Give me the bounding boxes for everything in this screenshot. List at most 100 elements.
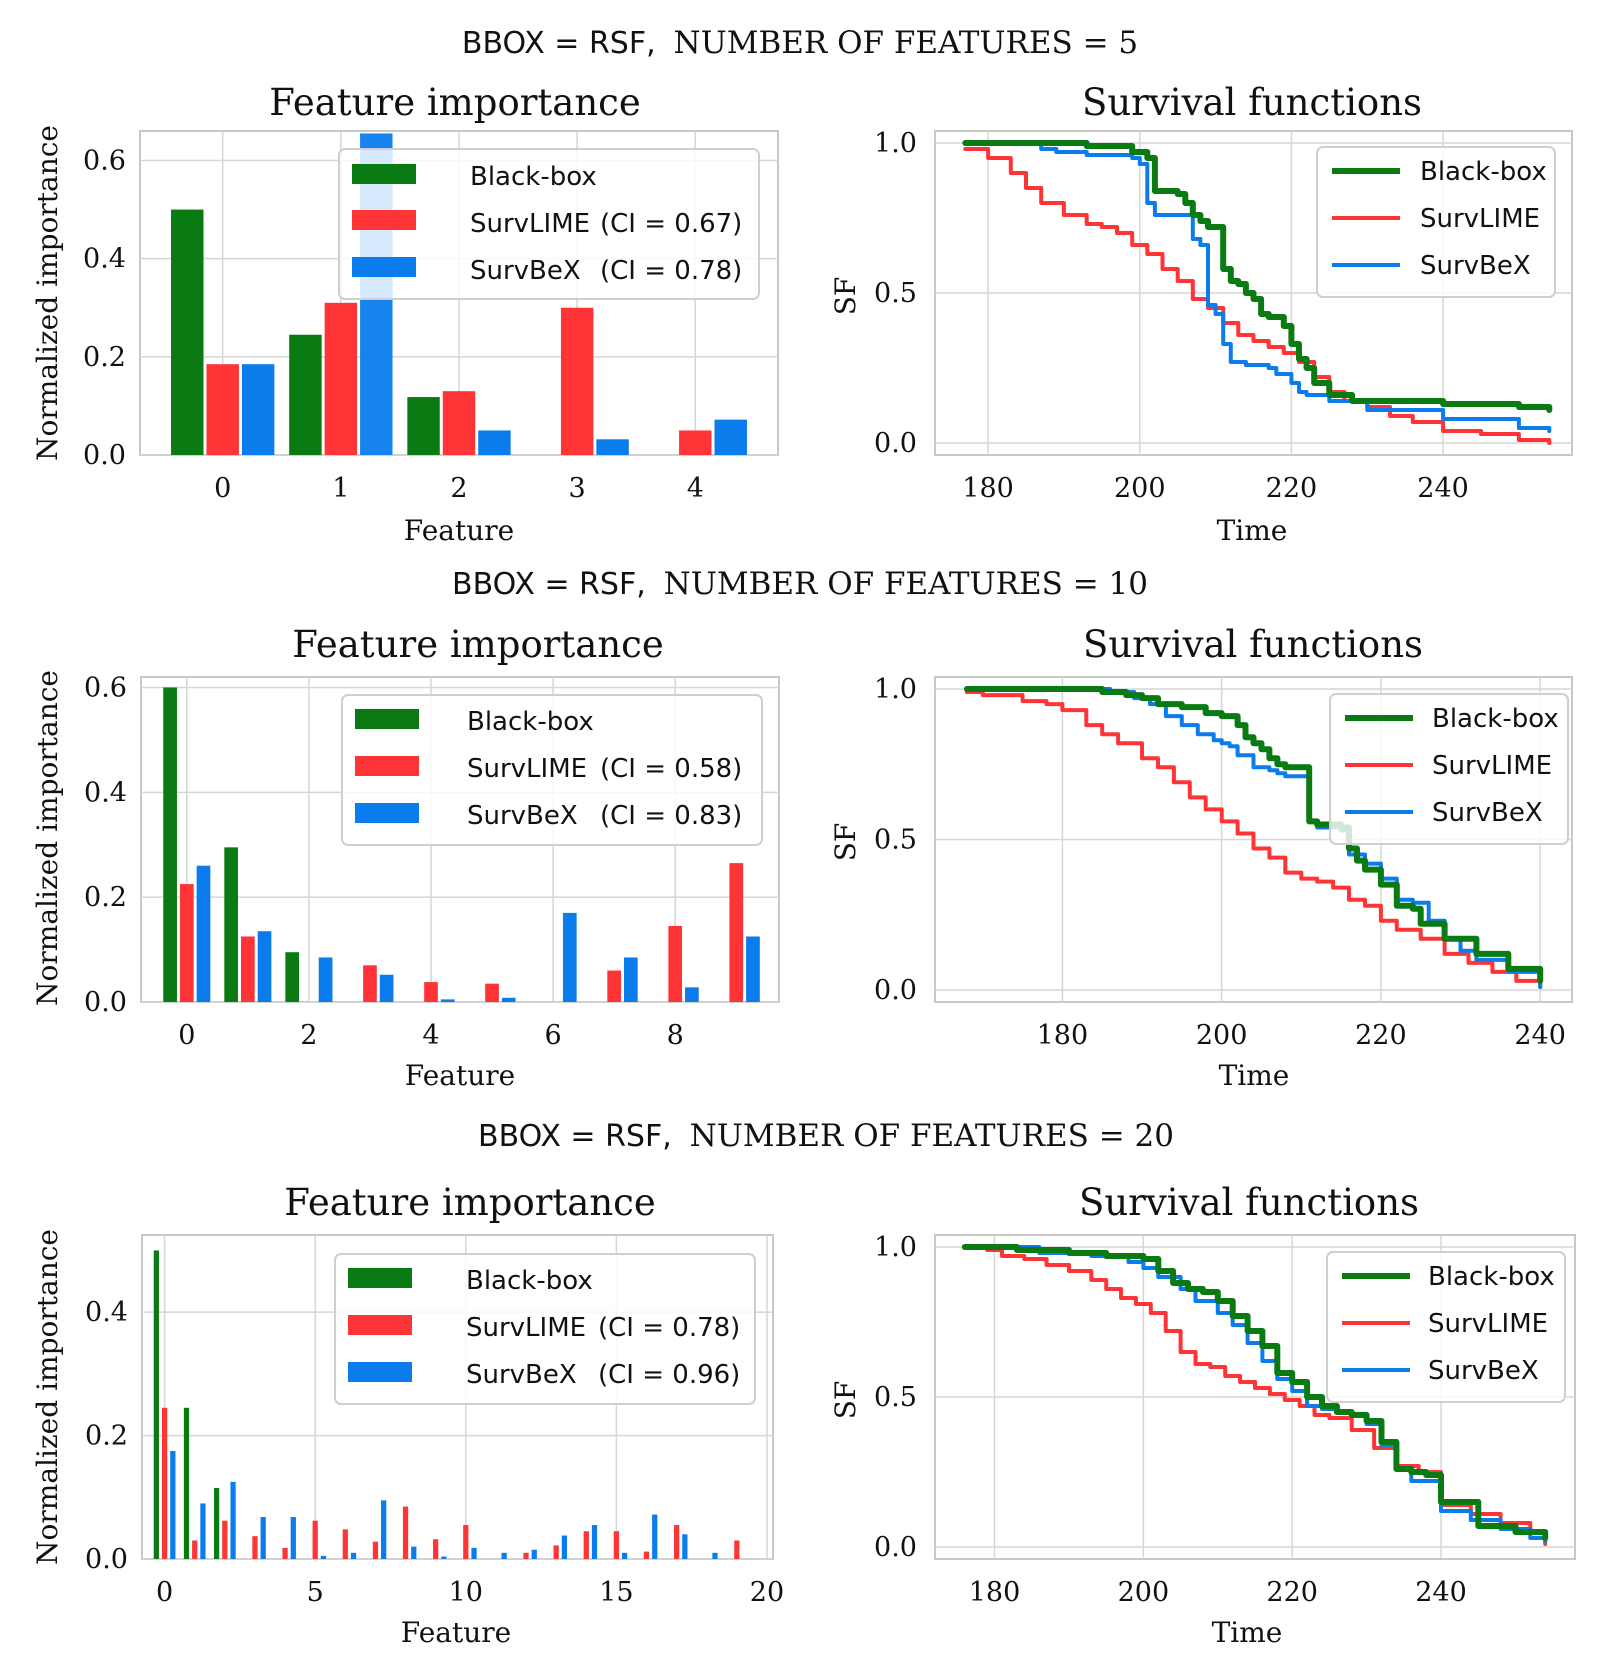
- bar-survlime-feature-8: [668, 925, 683, 1002]
- bar-survbex-feature-1: [257, 931, 272, 1002]
- importance-title-2: Feature importance: [292, 623, 664, 666]
- bar-survbex-feature-11: [501, 1552, 507, 1559]
- survival-legend-3: Black-box SurvLIME SurvBeX: [1326, 1251, 1566, 1403]
- importance-ytick-label: 0.6: [83, 145, 126, 176]
- importance-legend-2: Black-box SurvLIME (CI = 0.58) SurvBeX (…: [341, 694, 763, 846]
- survival-yticks-3: 0.0 0.5 1.0: [874, 1232, 917, 1563]
- row-2-title: BBOX = RSF, NUMBER OF FEATURES = 10: [452, 566, 1148, 602]
- survival-xtick-label: 200: [1114, 473, 1166, 504]
- legend-swatch-survbex: [352, 257, 416, 277]
- bar-survbex-feature-6: [350, 1552, 357, 1559]
- importance-title-1: Feature importance: [269, 81, 641, 124]
- importance-xticks-2: 0 2 4 6 8: [178, 1020, 684, 1051]
- legend-label-survlime: SurvLIME: [466, 1313, 586, 1343]
- importance-bars-3: [153, 1250, 740, 1559]
- survival-xticks-2: 180 200 220 240: [1037, 1020, 1566, 1051]
- survival-title-1: Survival functions: [1082, 81, 1422, 124]
- bar-survbex-feature-7: [381, 1500, 387, 1559]
- survival-ytick-label: 1.0: [874, 128, 917, 159]
- importance-ytick-label: 0.2: [83, 342, 126, 373]
- bar-survbex-feature-2: [478, 430, 511, 455]
- survival-xtick-label: 220: [1266, 1577, 1318, 1608]
- legend-label-black-box: Black-box: [1428, 1262, 1555, 1292]
- bar-survbex-feature-3: [260, 1517, 266, 1559]
- survival-lines-1: [962, 140, 1553, 445]
- importance-xtick-label: 0: [178, 1020, 195, 1051]
- survival-legend-1: Black-box SurvLIME SurvBeX: [1316, 146, 1556, 298]
- importance-ylabel-3: Normalized importance: [31, 1229, 64, 1565]
- bar-survbex-feature-3: [596, 439, 629, 455]
- bar-survbex-feature-4: [714, 419, 747, 455]
- bar-survbex-feature-1: [200, 1503, 206, 1559]
- legend-label-black-box: Black-box: [470, 162, 597, 192]
- survival-xtick-label: 240: [1514, 1020, 1566, 1051]
- bar-black-box-feature-2: [407, 397, 440, 455]
- bar-survlime-feature-0: [179, 884, 194, 1002]
- bar-survlime-feature-4: [679, 430, 712, 455]
- legend-label-black-box: Black-box: [1432, 704, 1559, 734]
- survival-title-2: Survival functions: [1083, 623, 1423, 666]
- importance-ytick-label: 0.2: [84, 882, 127, 913]
- bar-survlime-feature-2: [442, 391, 476, 455]
- bar-survbex-feature-12: [531, 1549, 537, 1559]
- bar-black-box-feature-0: [153, 1250, 159, 1559]
- importance-yticks-2: 0.0 0.2 0.4 0.6: [84, 672, 127, 1018]
- importance-xtick-label: 15: [599, 1577, 633, 1608]
- legend-label-black-box: Black-box: [466, 1266, 593, 1296]
- bar-black-box-feature-1: [289, 334, 322, 455]
- importance-legend-3: Black-box SurvLIME (CI = 0.78) SurvBeX (…: [334, 1253, 756, 1405]
- legend-swatch-survlime: [355, 756, 419, 776]
- bar-survlime-feature-1: [240, 936, 255, 1002]
- survival-ytick-label: 0.0: [874, 1532, 917, 1563]
- bar-survbex-feature-9: [746, 936, 760, 1002]
- bar-survlime-feature-0: [161, 1407, 168, 1559]
- bar-survlime-feature-6: [342, 1529, 348, 1559]
- importance-ytick-label: 0.4: [83, 244, 126, 275]
- legend-ci-survbex: (CI = 0.78): [600, 256, 742, 286]
- importance-xtick-label: 6: [545, 1020, 562, 1051]
- survival-legend-2: Black-box SurvLIME SurvBeX: [1329, 693, 1569, 845]
- bar-survlime-feature-9: [729, 863, 744, 1002]
- survival-legend-box-2: [1329, 693, 1569, 845]
- importance-xlabel-3: Feature: [401, 1616, 511, 1649]
- row-2: BBOX = RSF, NUMBER OF FEATURES = 10 Feat…: [31, 566, 1573, 1092]
- bar-survlime-feature-3: [363, 965, 377, 1002]
- survival-line-black-box: [961, 1244, 1549, 1541]
- survival-xtick-label: 220: [1355, 1020, 1407, 1051]
- row-1-title: BBOX = RSF, NUMBER OF FEATURES = 5: [462, 25, 1138, 61]
- legend-ci-survlime: (CI = 0.58): [600, 754, 742, 784]
- legend-label-survlime: SurvLIME: [1428, 1309, 1548, 1339]
- survival-xtick-label: 240: [1417, 473, 1469, 504]
- legend-label-survbex: SurvBeX: [1428, 1356, 1539, 1386]
- bar-survlime-feature-12: [523, 1552, 529, 1559]
- importance-ytick-label: 0.0: [85, 1544, 128, 1575]
- importance-xtick-label: 0: [156, 1577, 173, 1608]
- bar-survbex-feature-8: [685, 987, 699, 1002]
- legend-label-survbex: SurvBeX: [467, 801, 578, 831]
- legend-swatch-survlime: [352, 210, 416, 230]
- survival-xtick-label: 240: [1415, 1577, 1467, 1608]
- bar-survbex-feature-6: [562, 912, 577, 1002]
- survival-xtick-label: 200: [1118, 1577, 1170, 1608]
- survival-line-survbex: [963, 141, 1552, 433]
- bar-survbex-feature-14: [591, 1525, 598, 1559]
- importance-xtick-label: 2: [450, 473, 467, 504]
- importance-ytick-label: 0.0: [83, 440, 126, 471]
- bar-black-box-feature-2: [285, 952, 300, 1002]
- importance-bars-2: [163, 687, 760, 1002]
- bar-survlime-feature-1: [324, 302, 358, 455]
- bar-survbex-feature-2: [230, 1481, 236, 1559]
- survival-xtick-label: 180: [962, 473, 1014, 504]
- survival-xlabel-2: Time: [1219, 1059, 1290, 1092]
- importance-legend-box-3: [334, 1253, 756, 1405]
- row-1: BBOX = RSF, NUMBER OF FEATURES = 5 Featu…: [31, 25, 1573, 547]
- importance-legend-1: Black-box SurvLIME (CI = 0.67) SurvBeX (…: [338, 148, 760, 300]
- row-3-title: BBOX = RSF, NUMBER OF FEATURES = 20: [478, 1118, 1174, 1154]
- importance-legend-box-1: [338, 148, 760, 300]
- survival-ylabel-2: SF: [829, 823, 862, 862]
- bar-survlime-feature-0: [206, 364, 239, 455]
- bar-survlime-feature-9: [433, 1539, 439, 1559]
- survival-xlabel-1: Time: [1217, 514, 1288, 547]
- row-3: BBOX = RSF, NUMBER OF FEATURES = 20 Feat…: [31, 1118, 1576, 1649]
